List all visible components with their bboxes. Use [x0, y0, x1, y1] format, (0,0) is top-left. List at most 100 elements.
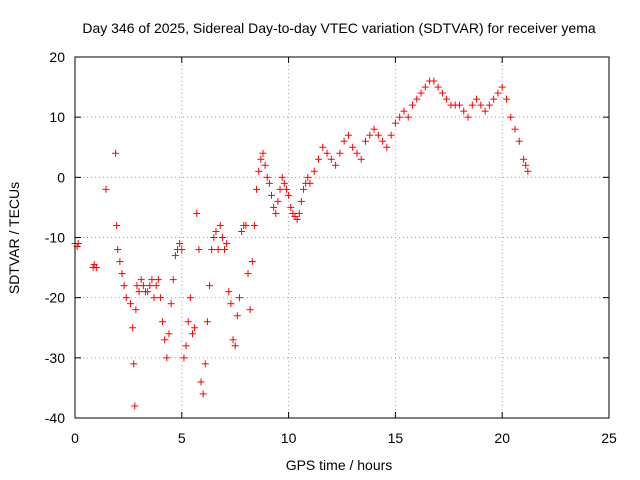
- data-point: [443, 95, 451, 103]
- data-point: [332, 161, 340, 169]
- data-point: [165, 330, 173, 338]
- data-point: [300, 185, 308, 193]
- data-point: [310, 167, 318, 175]
- data-point: [357, 155, 365, 163]
- data-point: [520, 155, 528, 163]
- data-point: [144, 288, 152, 296]
- x-tick-label: 15: [388, 430, 404, 446]
- data-point: [182, 342, 190, 350]
- x-tick-label: 25: [601, 430, 617, 446]
- data-point: [218, 234, 226, 241]
- data-point: [494, 89, 502, 97]
- data-point: [167, 300, 175, 308]
- chart-title: Day 346 of 2025, Sidereal Day-to-day VTE…: [82, 20, 595, 36]
- data-point: [438, 89, 446, 97]
- data-point: [400, 107, 408, 115]
- data-point: [255, 167, 263, 175]
- data-point: [74, 240, 82, 248]
- data-point: [206, 282, 214, 290]
- y-tick-label: 0: [57, 169, 65, 185]
- data-point: [208, 246, 216, 254]
- data-point: [370, 125, 378, 133]
- y-tick-label: -20: [45, 290, 65, 306]
- data-point: [118, 270, 126, 278]
- data-point: [176, 240, 184, 248]
- data-point: [327, 155, 335, 163]
- data-point: [353, 149, 361, 157]
- data-point: [171, 252, 179, 260]
- data-point: [229, 336, 237, 344]
- data-point: [112, 149, 120, 157]
- y-tick-label: -40: [45, 410, 65, 426]
- data-point: [278, 173, 286, 181]
- data-point: [122, 294, 130, 302]
- data-point: [293, 215, 301, 223]
- data-point: [102, 185, 110, 193]
- y-tick-label: -30: [45, 350, 65, 366]
- data-point: [250, 221, 258, 229]
- data-point: [161, 336, 169, 344]
- data-point: [169, 276, 177, 284]
- data-point: [507, 113, 515, 121]
- data-point: [195, 246, 203, 254]
- data-point: [285, 191, 293, 199]
- data-point: [391, 119, 399, 127]
- data-point: [197, 378, 205, 386]
- x-tick-label: 0: [71, 430, 79, 446]
- data-point: [244, 270, 252, 278]
- x-tick-label: 20: [494, 430, 510, 446]
- data-point: [304, 173, 312, 181]
- data-point: [184, 318, 192, 326]
- data-point: [178, 246, 186, 254]
- data-points: [71, 77, 532, 410]
- data-point: [131, 402, 139, 410]
- data-point: [203, 318, 211, 326]
- data-point: [259, 149, 267, 157]
- data-point: [366, 131, 374, 139]
- y-tick-label: -10: [45, 230, 65, 246]
- axis-ticks: 0 5 10 15 20 25 -40 -30 -20 -10 0 10 20: [45, 49, 617, 446]
- data-point: [336, 149, 344, 157]
- data-point: [133, 282, 141, 290]
- data-point: [502, 95, 510, 103]
- data-point: [498, 83, 506, 91]
- data-point: [135, 288, 143, 296]
- data-point: [210, 234, 218, 241]
- data-point: [130, 360, 138, 368]
- data-point: [361, 137, 369, 145]
- data-point: [253, 185, 261, 193]
- data-point: [227, 300, 235, 308]
- data-point: [212, 227, 220, 235]
- data-point: [188, 330, 196, 338]
- data-point: [408, 101, 416, 109]
- data-point: [319, 143, 327, 151]
- data-point: [417, 89, 425, 97]
- data-point: [186, 294, 194, 302]
- data-point: [455, 101, 463, 109]
- data-point: [490, 95, 498, 103]
- data-point: [430, 77, 438, 85]
- data-point: [511, 125, 519, 133]
- data-point: [221, 246, 229, 254]
- data-point: [524, 167, 532, 175]
- data-point: [113, 221, 121, 229]
- data-point: [148, 276, 156, 284]
- data-point: [280, 179, 288, 187]
- data-point: [295, 209, 303, 217]
- data-point: [413, 95, 421, 103]
- data-point: [214, 246, 222, 254]
- data-point: [193, 209, 201, 217]
- data-point: [387, 131, 395, 139]
- data-point: [225, 288, 233, 296]
- data-point: [139, 282, 147, 290]
- data-point: [306, 179, 314, 187]
- data-point: [421, 83, 429, 91]
- data-point: [159, 318, 167, 326]
- data-point: [287, 203, 295, 211]
- data-point: [191, 324, 199, 332]
- data-point: [129, 324, 137, 332]
- data-point: [270, 203, 278, 211]
- y-axis-label: SDTVAR / TECUs: [6, 182, 22, 294]
- data-point: [383, 143, 391, 151]
